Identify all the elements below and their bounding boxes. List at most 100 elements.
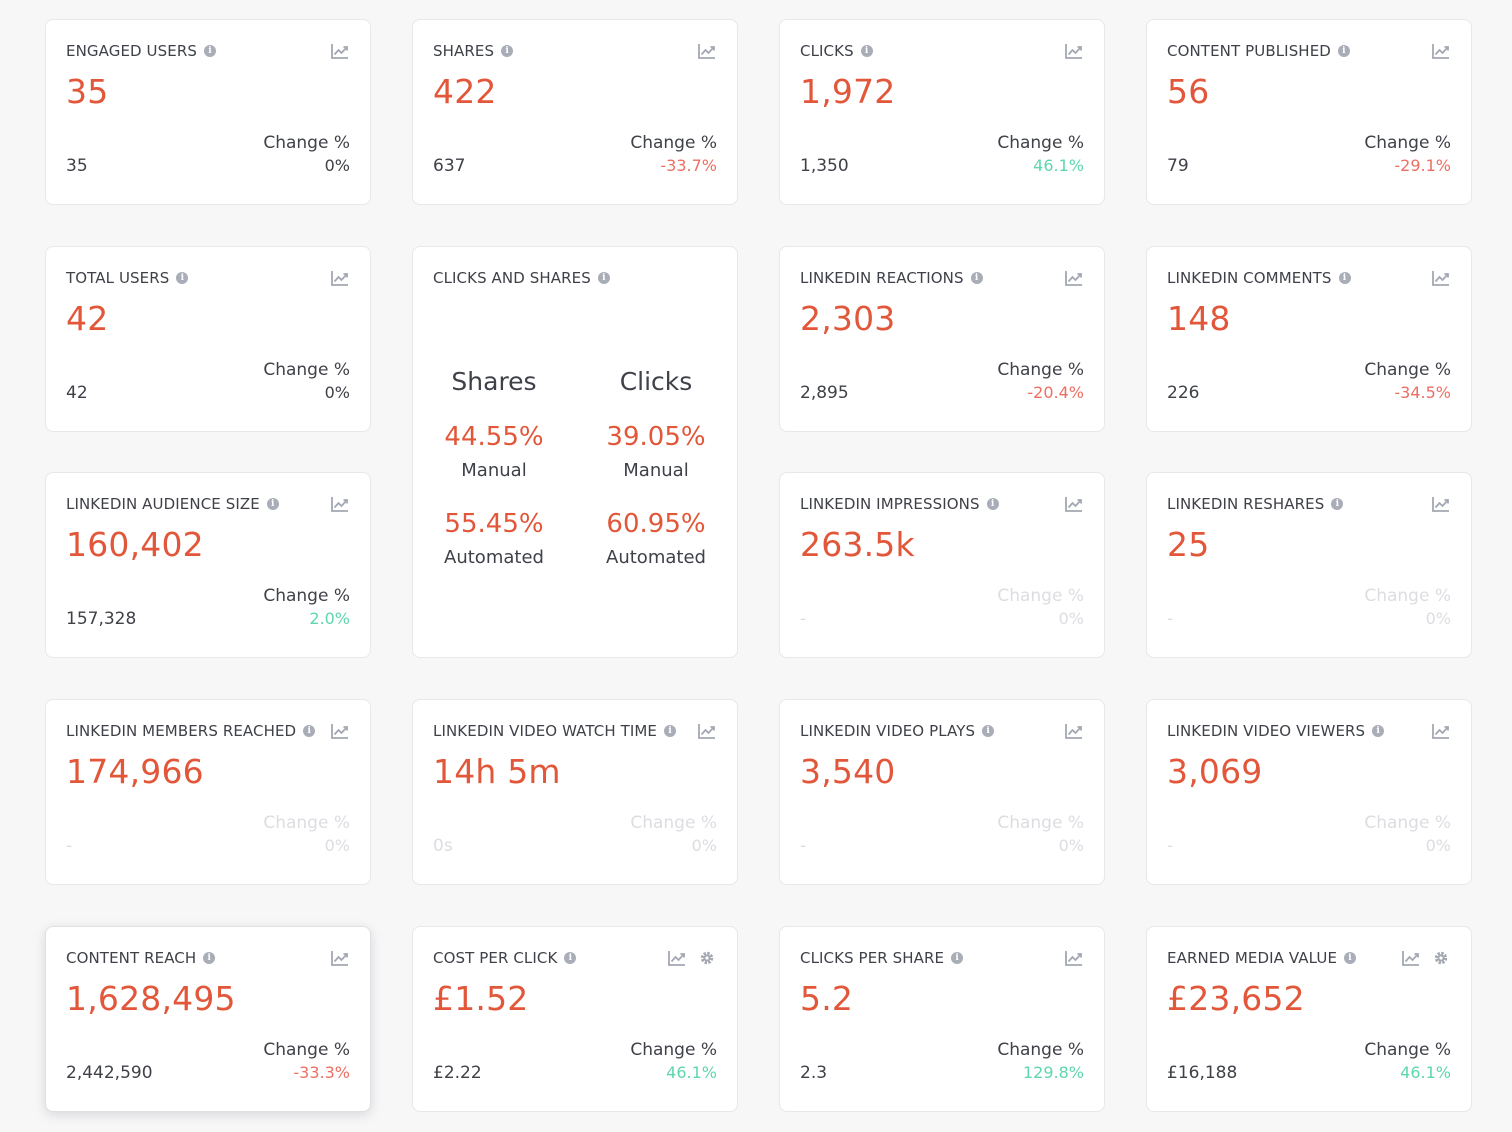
card-title-text: LINKEDIN RESHARES (1167, 495, 1325, 513)
previous-value: 0s (433, 836, 453, 856)
previous-value: - (1167, 836, 1174, 856)
card-title: CONTENT PUBLISHED i (1167, 42, 1350, 60)
info-icon[interactable]: i (176, 272, 189, 284)
trend-chart-icon[interactable] (1431, 722, 1451, 740)
change-label: Change % (1364, 1040, 1451, 1060)
card-title: EARNED MEDIA VALUE i (1167, 949, 1357, 967)
trend-chart-icon[interactable] (330, 722, 350, 740)
trend-chart-icon[interactable] (330, 495, 350, 513)
trend-chart-icon[interactable] (330, 269, 350, 287)
card-earned-media-value: EARNED MEDIA VALUE i £23,652 £16,188 Change … (1146, 926, 1472, 1112)
automated-percentage: 55.45% (444, 509, 544, 539)
manual-label: Manual (461, 460, 527, 481)
trend-chart-icon[interactable] (1064, 42, 1084, 60)
info-icon[interactable]: i (266, 498, 279, 510)
change-label: Change % (630, 813, 717, 833)
info-icon[interactable]: i (501, 45, 514, 57)
info-icon[interactable]: i (597, 272, 610, 284)
metric-value: 56 (1167, 72, 1210, 111)
trend-chart-icon[interactable] (1064, 722, 1084, 740)
card-title-text: LINKEDIN IMPRESSIONS (800, 495, 980, 513)
change-label: Change % (997, 813, 1084, 833)
change-label: Change % (1364, 586, 1451, 606)
card-actions (1064, 495, 1084, 513)
trend-chart-icon[interactable] (697, 722, 717, 740)
previous-value: - (66, 836, 73, 856)
card-title: CLICKS AND SHARES i (433, 269, 610, 287)
trend-chart-icon[interactable] (330, 42, 350, 60)
gear-icon[interactable] (1431, 949, 1451, 967)
card-actions (697, 722, 717, 740)
metric-value: 5.2 (800, 979, 854, 1018)
card-actions (1431, 42, 1451, 60)
shares-column: Shares 44.55% Manual 55.45% Automated (413, 367, 575, 568)
info-icon[interactable]: i (860, 45, 873, 57)
metric-value: 422 (433, 72, 497, 111)
change-label: Change % (997, 133, 1084, 153)
card-title: LINKEDIN MEMBERS REACHED i (66, 722, 316, 740)
info-icon[interactable]: i (1331, 498, 1344, 510)
card-title-text: CLICKS PER SHARE (800, 949, 945, 967)
change-label: Change % (1364, 813, 1451, 833)
card-title: CONTENT REACH i (66, 949, 216, 967)
card-actions (1064, 269, 1084, 287)
previous-value: 2,895 (800, 383, 849, 403)
info-icon[interactable]: i (982, 725, 995, 737)
previous-value: £16,188 (1167, 1063, 1238, 1083)
change-label: Change % (263, 813, 350, 833)
info-icon[interactable]: i (951, 952, 964, 964)
metric-value: 174,966 (66, 752, 204, 791)
trend-chart-icon[interactable] (1431, 42, 1451, 60)
metric-value: 14h 5m (433, 752, 561, 791)
info-icon[interactable]: i (1372, 725, 1385, 737)
metric-value: 148 (1167, 299, 1231, 338)
info-icon[interactable]: i (1344, 952, 1357, 964)
info-icon[interactable]: i (663, 725, 676, 737)
trend-chart-icon[interactable] (667, 949, 687, 967)
previous-value: 226 (1167, 383, 1200, 403)
metric-value: £23,652 (1167, 979, 1305, 1018)
card-actions (1401, 949, 1451, 967)
change-value: 2.0% (309, 609, 350, 628)
trend-chart-icon[interactable] (330, 949, 350, 967)
card-title-text: CLICKS AND SHARES (433, 269, 591, 287)
trend-chart-icon[interactable] (1431, 495, 1451, 513)
card-linkedin-video-plays: LINKEDIN VIDEO PLAYS i 3,540 - Change % 0% (779, 699, 1105, 885)
trend-chart-icon[interactable] (1064, 495, 1084, 513)
card-content-reach: CONTENT REACH i 1,628,495 2,442,590 Change %… (45, 926, 371, 1112)
previous-value: 637 (433, 156, 466, 176)
change-label: Change % (630, 133, 717, 153)
metric-value: 3,540 (800, 752, 896, 791)
card-title-text: SHARES (433, 42, 495, 60)
info-icon[interactable]: i (1337, 45, 1350, 57)
trend-chart-icon[interactable] (1064, 949, 1084, 967)
card-title-text: LINKEDIN VIDEO WATCH TIME (433, 722, 657, 740)
card-title: TOTAL USERS i (66, 269, 189, 287)
metric-value: 35 (66, 72, 109, 111)
card-actions (1431, 495, 1451, 513)
card-actions (330, 722, 350, 740)
trend-chart-icon[interactable] (1431, 269, 1451, 287)
info-icon[interactable]: i (970, 272, 983, 284)
info-icon[interactable]: i (1338, 272, 1351, 284)
trend-chart-icon[interactable] (1401, 949, 1421, 967)
card-title-text: LINKEDIN COMMENTS (1167, 269, 1332, 287)
card-actions (330, 949, 350, 967)
previous-value: - (1167, 609, 1174, 629)
change-value: -33.7% (660, 156, 717, 175)
card-linkedin-audience-size: LINKEDIN AUDIENCE SIZE i 160,402 157,328 Cha… (45, 472, 371, 658)
metric-value: 2,303 (800, 299, 896, 338)
info-icon[interactable]: i (203, 952, 216, 964)
card-actions (330, 495, 350, 513)
info-icon[interactable]: i (986, 498, 999, 510)
info-icon[interactable]: i (203, 45, 216, 57)
trend-chart-icon[interactable] (1064, 269, 1084, 287)
card-linkedin-video-watch-time: LINKEDIN VIDEO WATCH TIME i 14h 5m 0s Change… (412, 699, 738, 885)
gear-icon[interactable] (697, 949, 717, 967)
info-icon[interactable]: i (564, 952, 577, 964)
previous-value: 2.3 (800, 1063, 828, 1083)
card-title: LINKEDIN RESHARES i (1167, 495, 1344, 513)
info-icon[interactable]: i (303, 725, 316, 737)
trend-chart-icon[interactable] (697, 42, 717, 60)
change-value: 0% (1058, 836, 1084, 855)
